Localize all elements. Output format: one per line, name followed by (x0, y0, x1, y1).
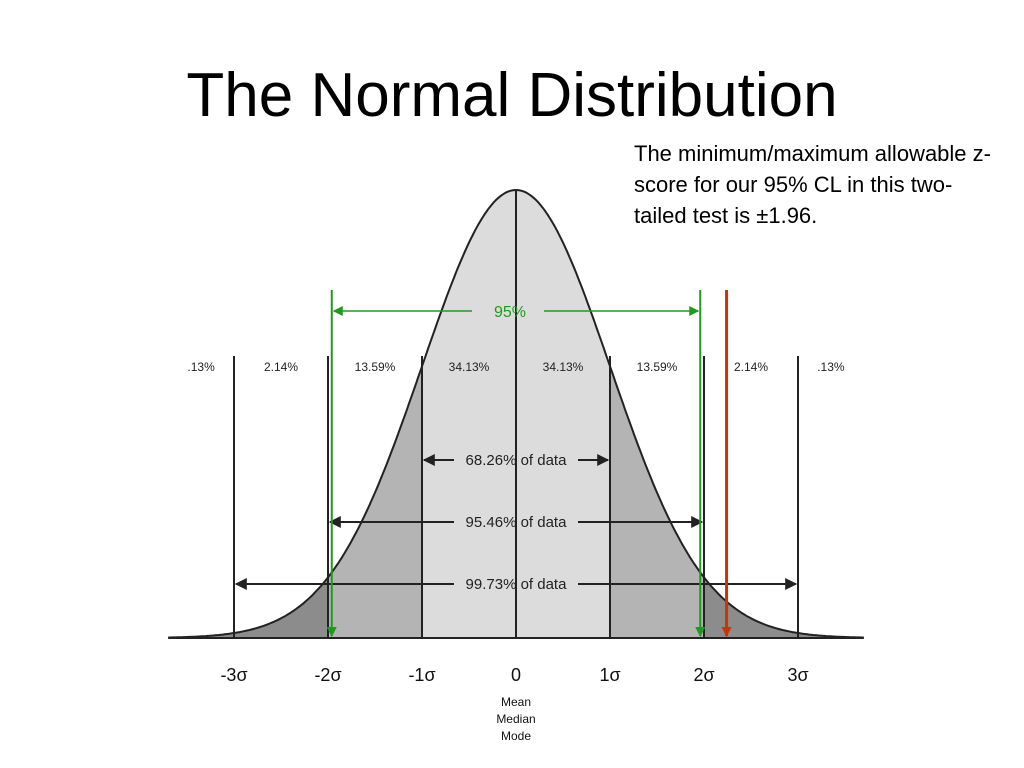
tick-label-2: 2σ (693, 665, 714, 685)
band-label-0: .13% (187, 360, 215, 374)
band-label-6: 2.14% (734, 360, 768, 374)
band-label-7: .13% (817, 360, 845, 374)
tick-label--3: -3σ (220, 665, 247, 685)
center-label-line-2: Mode (501, 729, 531, 743)
band-fill-7 (798, 633, 864, 638)
center-label-line-0: Mean (501, 695, 531, 709)
mean-median-mode-label: Mean Median Mode (496, 695, 535, 743)
band-label-2: 13.59% (355, 360, 396, 374)
band-fill-0 (168, 633, 234, 638)
range-label-1: 68.26% of data (466, 452, 568, 469)
tick-label--2: -2σ (314, 665, 341, 685)
band-fill-4 (516, 190, 610, 638)
slide-title: The Normal Distribution (186, 61, 838, 130)
tick-label--1: -1σ (408, 665, 435, 685)
band-label-3: 34.13% (449, 360, 490, 374)
range-label-3: 99.73% of data (466, 576, 568, 593)
band-fill-1 (234, 577, 328, 638)
tick-label-1: 1σ (599, 665, 620, 685)
tick-label-3: 3σ (787, 665, 808, 685)
band-fill-3 (422, 190, 516, 638)
range-label-2: 95.46% of data (466, 514, 568, 531)
band-label-5: 13.59% (637, 360, 678, 374)
z-score-note: The minimum/maximum allowable z-score fo… (634, 141, 991, 228)
ci95-label: 95% (494, 304, 526, 321)
band-label-4: 34.13% (543, 360, 584, 374)
band-fill-6 (704, 577, 798, 638)
band-label-1: 2.14% (264, 360, 298, 374)
tick-label-0: 0 (511, 665, 521, 685)
center-label-line-1: Median (496, 712, 535, 726)
